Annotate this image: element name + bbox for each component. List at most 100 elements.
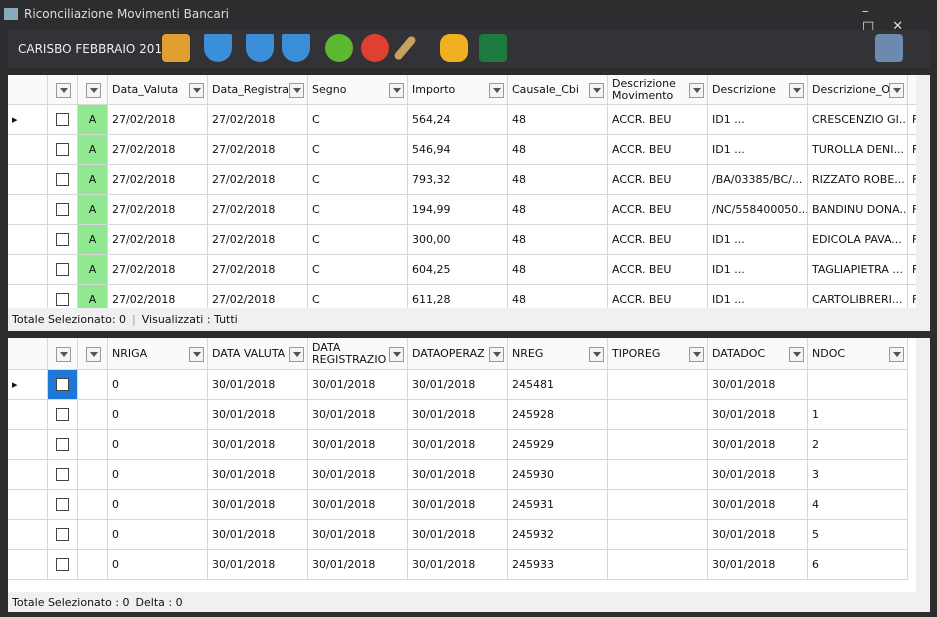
grid-cell: C [308,165,408,195]
grid-cell: /BA/03385/BC/... [708,165,808,195]
filter-dropdown[interactable] [689,347,704,362]
row-checkbox[interactable] [56,263,69,276]
grid-cell: 245930 [508,460,608,490]
row-header [8,430,48,460]
checkbox-cell [48,225,78,255]
flag-cell: A [78,285,108,308]
checkbox-cell [48,490,78,520]
filter-dropdown[interactable] [289,347,304,362]
row-checkbox[interactable] [56,498,69,511]
status-text: Totale Selezionato : 0 [12,595,130,609]
grid-cell: 48 [508,255,608,285]
filter-button[interactable] [204,34,232,62]
grid-cell [608,370,708,400]
grid-cell: 30/01/2018 [408,370,508,400]
status-bar: Totale Selezionato : 0 Delta : 0 [8,592,930,612]
scrollbar [916,338,930,592]
status-bar: Totale Selezionato: 0 | Visualizzati : Tut… [8,308,930,331]
column-header: Causale_Cbi [508,75,608,105]
checkbox-cell [48,550,78,580]
grid-cell [608,460,708,490]
filter-dropdown[interactable] [789,347,804,362]
grid-cell: 48 [508,225,608,255]
grid-cell: 245481 [508,370,608,400]
row-header [8,135,48,165]
remove-button[interactable] [361,34,389,62]
filter-dropdown[interactable] [489,83,504,98]
checkbox-cell [48,285,78,308]
app-icon [4,8,18,20]
row-header [8,255,48,285]
grid-cell: TUROLLA DENI... [808,135,908,165]
filter-dropdown[interactable] [889,347,904,362]
grid-cell: 793,32 [408,165,508,195]
grid-cell: 27/02/2018 [108,105,208,135]
grid-cell: 546,94 [408,135,508,165]
confirm-button[interactable] [325,34,353,62]
clear-filter-button[interactable] [282,34,310,62]
filter-dropdown[interactable] [86,347,101,362]
filter-dropdown[interactable] [889,83,904,98]
grid-cell: BANDINU DONA... [808,195,908,225]
row-checkbox[interactable] [56,468,69,481]
filter-dropdown[interactable] [589,83,604,98]
filter-dropdown[interactable] [389,347,404,362]
flag-cell: A [78,225,108,255]
checkbox-cell [48,520,78,550]
grid-cell: 30/01/2018 [408,400,508,430]
settings-button[interactable] [875,34,903,62]
flag-cell: A [78,135,108,165]
excel-button[interactable] [479,34,507,62]
grid-cell: 5 [808,520,908,550]
filter-dropdown[interactable] [189,83,204,98]
filter-dropdown[interactable] [689,83,704,98]
filter-dropdown[interactable] [589,347,604,362]
filter-dropdown[interactable] [189,347,204,362]
grid-cell: 245928 [508,400,608,430]
filter-dropdown[interactable] [389,83,404,98]
filter-dropdown[interactable] [86,83,101,98]
grid-cell: ID1 ... [708,225,808,255]
grid-cell: 27/02/2018 [108,135,208,165]
row-checkbox[interactable] [56,408,69,421]
column-header [78,75,108,105]
grid-cell: 194,99 [408,195,508,225]
checkbox-cell [48,165,78,195]
grid-cell: ACCR. BEU [608,255,708,285]
filter-dropdown[interactable] [289,83,304,98]
filter-dropdown[interactable] [489,347,504,362]
row-checkbox[interactable] [56,528,69,541]
row-checkbox[interactable] [56,438,69,451]
edit-filter-button[interactable] [246,34,274,62]
column-header: NREG [508,338,608,370]
filter-dropdown[interactable] [789,83,804,98]
grid-cell: TAGLIAPIETRA ... [808,255,908,285]
grid-cell: 27/02/2018 [208,135,308,165]
grid-cell: 0 [108,520,208,550]
row-checkbox[interactable] [56,293,69,306]
row-checkbox[interactable] [56,143,69,156]
row-checkbox[interactable] [56,173,69,186]
row-checkbox[interactable] [56,203,69,216]
filter-dropdown[interactable] [56,347,71,362]
flag-cell: A [78,255,108,285]
checkbox-cell [48,195,78,225]
row-checkbox[interactable] [56,378,69,391]
grid-cell: 0 [108,400,208,430]
grid-cell: 30/01/2018 [408,430,508,460]
stop-button[interactable] [440,34,468,62]
grid-cell [608,430,708,460]
grid-cell: 30/01/2018 [308,400,408,430]
grid-cell: 6 [808,550,908,580]
open-button[interactable] [162,34,190,62]
column-header: TIPOREG [608,338,708,370]
row-checkbox[interactable] [56,113,69,126]
row-checkbox[interactable] [56,558,69,571]
row-checkbox[interactable] [56,233,69,246]
grid-cell: 27/02/2018 [208,285,308,308]
grid-cell: C [308,195,408,225]
column-header: Descrizione Movimento [608,75,708,105]
filter-dropdown[interactable] [56,83,71,98]
grid-cell: 564,24 [408,105,508,135]
grid-cell: ID1 ... [708,135,808,165]
